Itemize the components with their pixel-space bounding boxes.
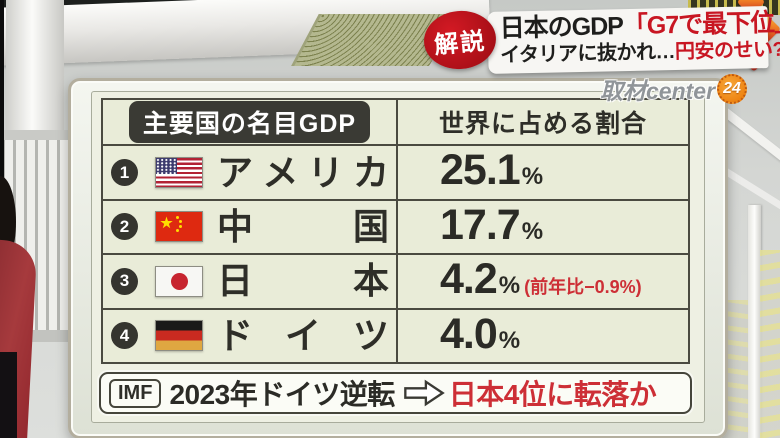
percent-unit: % — [498, 326, 521, 354]
imf-forecast-banner: IMF 2023年ドイツ逆転 日本4位に転落か — [99, 372, 692, 414]
rank-badge: 2 — [111, 213, 138, 241]
headline-line2-red: 円安のせい? — [674, 38, 780, 63]
gdp-share-value: 25.1 — [440, 146, 521, 195]
rank-badge: 4 — [111, 322, 138, 350]
table-row: 3 日本 4.2 % (前年比−0.9%) — [101, 253, 690, 310]
headline-line2: イタリアに抜かれ…円安のせい? — [500, 38, 780, 68]
watermark-24-badge: 24 — [717, 74, 748, 104]
studio-pillar — [748, 205, 761, 438]
country-name: 日本 — [217, 260, 389, 302]
imf-source-box: IMF — [109, 378, 162, 408]
studio-rail — [2, 130, 68, 140]
yoy-change-note: (前年比−0.9%) — [524, 277, 642, 298]
arrow-right-icon — [403, 379, 445, 407]
gdp-table: 主要国の名目GDP 世界に占める割合 1 アメリカ — [101, 97, 690, 365]
country-name: アメリカ — [217, 151, 389, 193]
headline-line1-red: 「G7で最下位」 — [622, 8, 780, 41]
percent-unit: % — [498, 272, 521, 300]
rank-badge: 1 — [111, 159, 138, 187]
percent-unit: % — [521, 163, 544, 191]
percent-unit: % — [521, 217, 544, 245]
flip-board: 主要国の名目GDP 世界に占める割合 1 アメリカ — [68, 78, 728, 438]
presenter-dark-garment — [0, 352, 17, 438]
japan-flag-icon — [155, 265, 203, 297]
channel-watermark: 取材center 24 — [600, 72, 748, 106]
country-name: ドイツ — [217, 314, 389, 356]
headline-banner: 日本のGDP「G7で最下位」 イタリアに抜かれ…円安のせい? — [487, 6, 780, 74]
watermark-text: 取材center — [600, 78, 716, 104]
gdp-share-value: 17.7 — [440, 200, 521, 249]
forecast-highlight: 日本4位に転落か — [448, 379, 657, 410]
germany-flag-icon — [155, 320, 203, 352]
studio-column — [6, 0, 64, 148]
studio-decoration — [760, 250, 780, 438]
gdp-share-value: 4.0 — [440, 309, 498, 358]
table-row: 1 アメリカ 25.1 % — [101, 144, 690, 201]
board-panel: 主要国の名目GDP 世界に占める割合 1 アメリカ — [91, 91, 705, 423]
table-header-share: 世界に占める割合 — [396, 97, 690, 147]
table-row: 2 中国 17.7 % — [101, 198, 690, 256]
usa-flag-icon — [155, 157, 203, 189]
table-header-country: 主要国の名目GDP — [101, 97, 398, 147]
gdp-share-value: 4.2 — [440, 255, 498, 304]
frame-left-edge — [0, 0, 4, 300]
table-row: 4 ドイツ 4.0 % — [101, 307, 690, 365]
rank-badge: 3 — [111, 267, 138, 295]
country-name: 中国 — [217, 205, 389, 247]
table-title-badge: 主要国の名目GDP — [128, 101, 371, 144]
forecast-text: 2023年ドイツ逆転 — [169, 379, 395, 410]
china-flag-icon — [155, 211, 203, 243]
table-header-row: 主要国の名目GDP 世界に占める割合 — [101, 97, 690, 147]
